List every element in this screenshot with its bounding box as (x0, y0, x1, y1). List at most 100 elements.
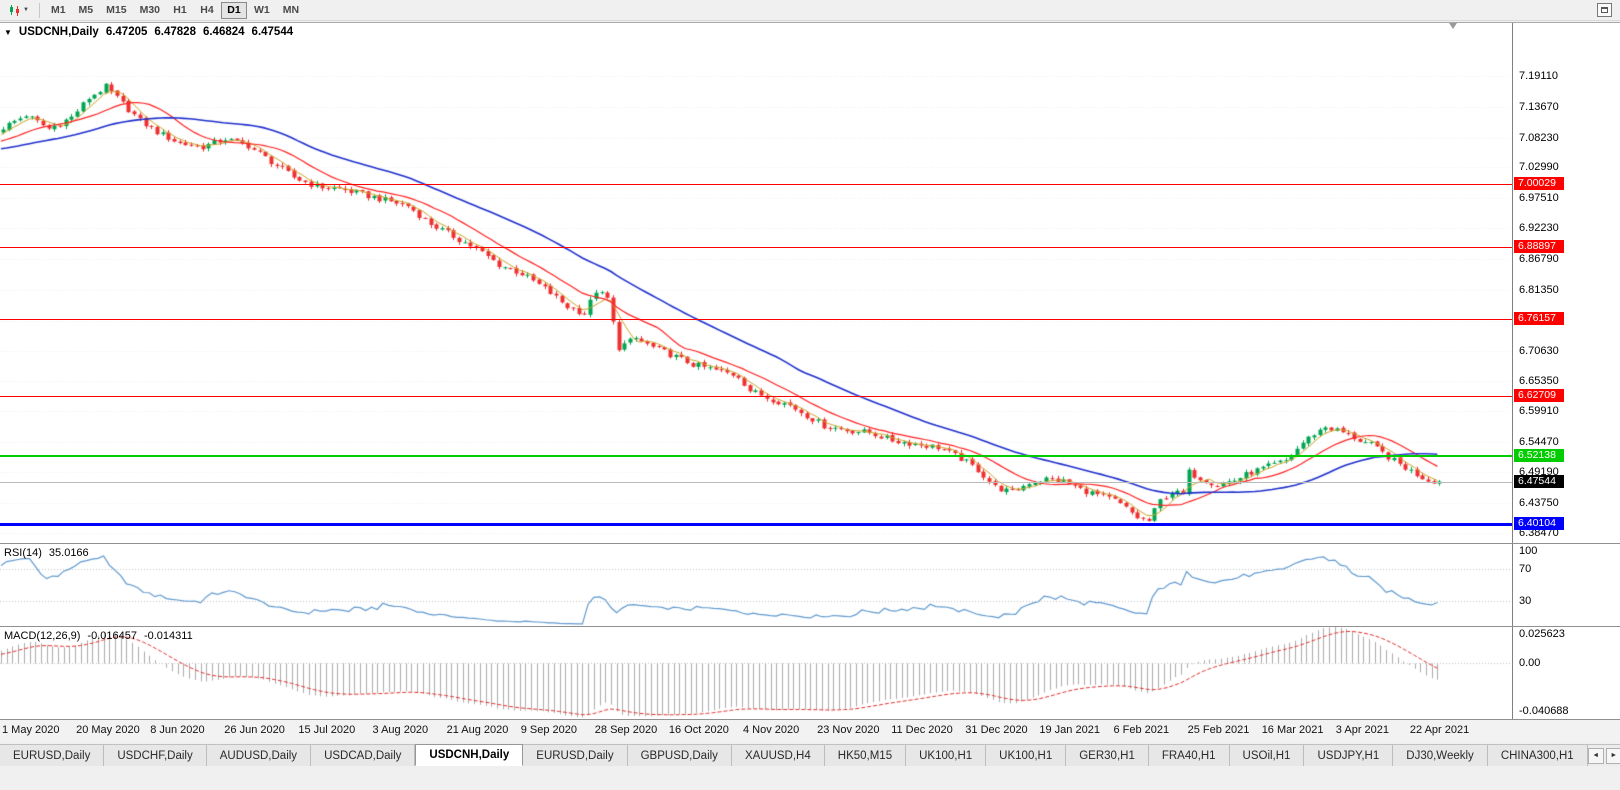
macd-axis-max-label: 0.025623 (1519, 628, 1565, 640)
chart-tab[interactable]: USDJPY,H1 (1304, 745, 1394, 766)
chart-tab[interactable]: AUDUSD,Daily (206, 745, 312, 766)
price-axis-label: 6.38470 (1519, 527, 1559, 540)
price-level-label: 6.62709 (1514, 388, 1564, 402)
candlestick-chart-icon (8, 4, 21, 17)
time-axis-label: 19 Jan 2021 (1039, 724, 1100, 736)
restore-window-button[interactable] (1597, 3, 1612, 17)
chart-type-button[interactable]: ▼ (3, 1, 34, 19)
time-axis-label: 22 Apr 2021 (1409, 724, 1470, 736)
tab-scroll-left-icon: ◄ (1592, 752, 1600, 759)
chart-tab[interactable]: CHINA300,H1 (1487, 745, 1588, 766)
price-axis-label: 7.19110 (1519, 69, 1558, 82)
chevron-down-icon: ▼ (23, 7, 29, 13)
chart-tab[interactable]: GER30,H1 (1066, 745, 1149, 766)
chart-tab[interactable]: USOil,H1 (1229, 745, 1305, 766)
chart-tab[interactable]: UK100,H1 (906, 745, 987, 766)
tab-bar: EURUSD,Daily USDCHF,Daily AUDUSD,Daily USDC… (0, 744, 1588, 766)
time-axis-label: 1 May 2020 (2, 724, 60, 736)
chart-tab[interactable]: USDCNH,Daily (415, 744, 524, 766)
timeframe-button-m15[interactable]: M15 (100, 2, 132, 19)
rsi-canvas[interactable] (0, 544, 1512, 626)
rsi-indicator-label: RSI(14) 35.0166 (4, 547, 89, 559)
chart-shift-marker[interactable] (1449, 23, 1457, 29)
time-axis-label: 6 Feb 2021 (1113, 724, 1170, 736)
tab-scroll-right-button[interactable]: ► (1605, 747, 1620, 764)
timeframe-button-mn[interactable]: MN (277, 2, 305, 19)
quote-low: 6.46824 (202, 26, 245, 38)
chart-tab[interactable]: FRA40,H1 (1148, 745, 1230, 766)
price-axis-label: 6.92230 (1519, 222, 1559, 235)
price-axis-label: 6.86790 (1519, 253, 1559, 266)
timeframe-button-m30[interactable]: M30 (134, 2, 166, 19)
chart-tab[interactable]: XAUUSD,H4 (731, 745, 825, 766)
price-level-label: 7.00029 (1514, 177, 1564, 191)
price-level-label: 6.88897 (1514, 240, 1564, 254)
price-axis-label: 6.81350 (1519, 283, 1559, 296)
macd-zero-label: 0.00 (1519, 656, 1541, 669)
timeframe-button-w1[interactable]: W1 (248, 2, 276, 19)
chart-tab[interactable]: USDCAD,Daily (311, 745, 416, 766)
price-level-label: 6.52138 (1514, 448, 1564, 462)
price-axis-label: 7.13670 (1519, 100, 1559, 113)
quote-high: 6.47828 (154, 26, 196, 38)
chart-tab[interactable]: HK50,M15 (824, 745, 907, 766)
rsi-value: 35.0166 (48, 547, 89, 559)
current-price-label: 6.47544 (1514, 474, 1564, 488)
ohlc-header: ▼ USDCNH,Daily 6.47205 6.47828 6.46824 6… (4, 26, 293, 38)
timeframe-button-h4[interactable]: H4 (194, 2, 220, 19)
time-axis-label: 9 Sep 2020 (520, 724, 577, 736)
chart-symbol-period: USDCNH,Daily (18, 26, 99, 38)
price-pane: ▼ USDCNH,Daily 6.47205 6.47828 6.46824 6… (0, 23, 1620, 543)
tab-scroll-buttons: ◄ ► (1587, 745, 1620, 766)
price-axis-label: 7.08230 (1519, 131, 1559, 144)
timeframe-button-m5[interactable]: M5 (73, 2, 100, 19)
timeframe-button-d1[interactable]: D1 (221, 1, 248, 19)
time-axis-label: 16 Oct 2020 (668, 724, 729, 736)
tab-scroll-left-button[interactable]: ◄ (1587, 747, 1604, 764)
time-axis-label: 4 Nov 2020 (743, 724, 800, 736)
time-axis[interactable]: 1 May 2020 20 May 2020 8 Jun 2020 26 Jun 20… (0, 719, 1620, 742)
time-axis-label: 25 Feb 2021 (1187, 724, 1250, 736)
time-axis-label: 23 Nov 2020 (817, 724, 880, 736)
time-axis-label: 16 Mar 2021 (1261, 724, 1324, 736)
macd-pane: MACD(12,26,9) -0.016457 -0.014311 0.0256… (0, 626, 1620, 719)
tab-scroll-right-icon: ► (1610, 752, 1618, 759)
chart-tab[interactable]: UK100,H1 (986, 745, 1067, 766)
rsi-pane: RSI(14) 35.0166 100 70 30 (0, 543, 1620, 626)
macd-title: MACD(12,26,9) (4, 630, 81, 642)
tab-bar-row: EURUSD,Daily USDCHF,Daily AUDUSD,Daily USDC… (0, 744, 1620, 766)
rsi-axis-label: 70 (1519, 562, 1532, 575)
rsi-axis[interactable]: 100 70 30 (1512, 544, 1620, 626)
rsi-title: RSI(14) (4, 547, 42, 559)
restore-icon (1601, 7, 1608, 13)
price-axis[interactable]: 7.19110 7.13670 7.08230 7.02990 6.97510 6.922… (1512, 23, 1620, 543)
time-axis-label: 21 Aug 2020 (446, 724, 509, 736)
price-axis-label: 6.97510 (1519, 192, 1559, 205)
chart-tab[interactable]: EURUSD,Daily (523, 745, 628, 766)
price-axis-label: 6.43750 (1519, 497, 1559, 510)
quote-open: 6.47205 (105, 26, 148, 38)
macd-axis[interactable]: 0.025623 0.00 -0.040688 (1512, 627, 1620, 719)
toolbar-separator (38, 2, 40, 18)
timeframe-button-m1[interactable]: M1 (45, 2, 72, 19)
chart-tab[interactable]: GBPUSD,Daily (627, 745, 732, 766)
time-axis-label: 11 Dec 2020 (891, 724, 953, 736)
time-axis-label: 3 Aug 2020 (372, 724, 429, 736)
collapse-icon[interactable]: ▼ (4, 27, 12, 37)
timeframe-buttons: M1 M5 M15 M30 H1 H4 D1 W1 MN (45, 1, 305, 19)
chart-tab[interactable]: USDCHF,Daily (104, 745, 207, 766)
time-axis-label: 3 Apr 2021 (1335, 724, 1390, 736)
macd-canvas[interactable] (0, 627, 1512, 719)
chart-tab[interactable]: EURUSD,Daily (0, 745, 105, 766)
quote-close: 6.47544 (251, 26, 294, 38)
macd-indicator-label: MACD(12,26,9) -0.016457 -0.014311 (4, 630, 193, 642)
timeframe-button-h1[interactable]: H1 (167, 2, 193, 19)
time-axis-label: 20 May 2020 (76, 724, 140, 736)
time-axis-label: 31 Dec 2020 (965, 724, 1028, 736)
macd-main-value: -0.016457 (87, 630, 137, 642)
macd-signal-value: -0.014311 (143, 630, 193, 642)
price-canvas[interactable] (0, 23, 1512, 543)
rsi-axis-label: 30 (1519, 595, 1532, 608)
chart-tab[interactable]: DJ30,Weekly (1393, 745, 1488, 766)
